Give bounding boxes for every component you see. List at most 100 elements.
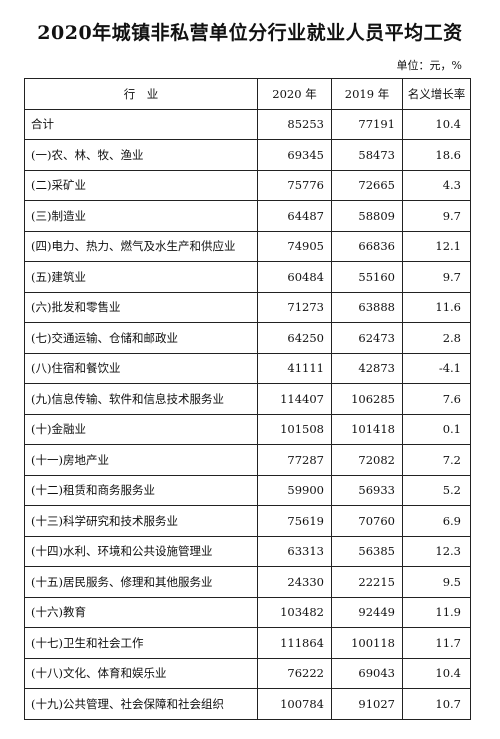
table-row: (七)交通运输、仓储和邮政业 64250 62473 2.8 [24, 322, 471, 354]
industry-cell: (五)建筑业 [24, 261, 258, 293]
value-2019-cell: 58809 [331, 200, 403, 232]
value-2020-cell: 41111 [257, 352, 332, 384]
growth-cell: 12.1 [402, 230, 471, 262]
value-2019-cell: 56385 [331, 535, 403, 567]
value-2019-cell: 58473 [331, 139, 403, 171]
industry-cell: (一)农、林、牧、渔业 [24, 139, 258, 171]
value-2020-cell: 64250 [257, 322, 332, 354]
table-row: (十四)水利、环境和公共设施管理业 63313 56385 12.3 [24, 535, 471, 567]
value-2019-cell: 72082 [331, 444, 403, 476]
table-row: (十六)教育 103482 92449 11.9 [24, 596, 471, 628]
page-title: 2020年城镇非私营单位分行业就业人员平均工资 [37, 22, 463, 44]
header-industry: 行 业 [24, 78, 258, 110]
value-2020-cell: 111864 [257, 627, 332, 659]
industry-cell: (七)交通运输、仓储和邮政业 [24, 322, 258, 354]
industry-cell: (九)信息传输、软件和信息技术服务业 [24, 383, 258, 415]
header-2019: 2019 年 [331, 78, 403, 110]
industry-cell: 合计 [24, 108, 258, 140]
table-row: (一)农、林、牧、渔业 69345 58473 18.6 [24, 139, 471, 171]
industry-cell: (十三)科学研究和技术服务业 [24, 505, 258, 537]
value-2019-cell: 42873 [331, 352, 403, 384]
industry-cell: (十八)文化、体育和娱乐业 [24, 657, 258, 689]
table-row: (八)住宿和餐饮业 41111 42873 -4.1 [24, 352, 471, 384]
industry-cell: (四)电力、热力、燃气及水生产和供应业 [24, 230, 258, 262]
value-2020-cell: 75619 [257, 505, 332, 537]
growth-cell: 2.8 [402, 322, 471, 354]
table-row: (十八)文化、体育和娱乐业 76222 69043 10.4 [24, 657, 471, 689]
value-2020-cell: 60484 [257, 261, 332, 293]
value-2020-cell: 85253 [257, 108, 332, 140]
table-row: (四)电力、热力、燃气及水生产和供应业 74905 66836 12.1 [24, 230, 471, 262]
growth-cell: 7.2 [402, 444, 471, 476]
value-2019-cell: 72665 [331, 169, 403, 201]
value-2019-cell: 66836 [331, 230, 403, 262]
value-2020-cell: 100784 [257, 688, 332, 720]
industry-cell: (十二)租赁和商务服务业 [24, 474, 258, 506]
value-2019-cell: 55160 [331, 261, 403, 293]
value-2019-cell: 69043 [331, 657, 403, 689]
growth-cell: 4.3 [402, 169, 471, 201]
value-2020-cell: 114407 [257, 383, 332, 415]
table-row: (五)建筑业 60484 55160 9.7 [24, 261, 471, 293]
growth-cell: 18.6 [402, 139, 471, 171]
growth-cell: 11.7 [402, 627, 471, 659]
growth-cell: 9.7 [402, 261, 471, 293]
value-2020-cell: 101508 [257, 413, 332, 445]
value-2019-cell: 56933 [331, 474, 403, 506]
growth-cell: 9.5 [402, 566, 471, 598]
industry-cell: (十七)卫生和社会工作 [24, 627, 258, 659]
growth-cell: 5.2 [402, 474, 471, 506]
industry-cell: (十一)房地产业 [24, 444, 258, 476]
table-body: 合计 85253 77191 10.4 (一)农、林、牧、渔业 69345 58473 18.… [24, 108, 471, 720]
industry-cell: (六)批发和零售业 [24, 291, 258, 323]
value-2019-cell: 63888 [331, 291, 403, 323]
value-2019-cell: 92449 [331, 596, 403, 628]
growth-cell: 10.4 [402, 657, 471, 689]
table-row: (十一)房地产业 77287 72082 7.2 [24, 444, 471, 476]
table-row: (二)采矿业 75776 72665 4.3 [24, 169, 471, 201]
growth-cell: 10.4 [402, 108, 471, 140]
unit-note: 单位：元，% [396, 59, 462, 72]
industry-cell: (二)采矿业 [24, 169, 258, 201]
value-2020-cell: 77287 [257, 444, 332, 476]
value-2020-cell: 24330 [257, 566, 332, 598]
value-2020-cell: 63313 [257, 535, 332, 567]
industry-cell: (十四)水利、环境和公共设施管理业 [24, 535, 258, 567]
industry-cell: (十六)教育 [24, 596, 258, 628]
value-2020-cell: 64487 [257, 200, 332, 232]
growth-cell: 9.7 [402, 200, 471, 232]
value-2020-cell: 103482 [257, 596, 332, 628]
value-2019-cell: 91027 [331, 688, 403, 720]
value-2020-cell: 69345 [257, 139, 332, 171]
value-2019-cell: 101418 [331, 413, 403, 445]
table-row: (三)制造业 64487 58809 9.7 [24, 200, 471, 232]
value-2019-cell: 22215 [331, 566, 403, 598]
value-2019-cell: 77191 [331, 108, 403, 140]
growth-cell: 10.7 [402, 688, 471, 720]
industry-cell: (八)住宿和餐饮业 [24, 352, 258, 384]
value-2020-cell: 74905 [257, 230, 332, 262]
growth-cell: 0.1 [402, 413, 471, 445]
table-row: (十七)卫生和社会工作 111864 100118 11.7 [24, 627, 471, 659]
growth-cell: 7.6 [402, 383, 471, 415]
growth-cell: 6.9 [402, 505, 471, 537]
industry-cell: (三)制造业 [24, 200, 258, 232]
industry-cell: (十五)居民服务、修理和其他服务业 [24, 566, 258, 598]
value-2019-cell: 106285 [331, 383, 403, 415]
value-2020-cell: 71273 [257, 291, 332, 323]
table-row: (六)批发和零售业 71273 63888 11.6 [24, 291, 471, 323]
value-2020-cell: 76222 [257, 657, 332, 689]
header-growth: 名义增长率 [402, 78, 471, 110]
value-2019-cell: 70760 [331, 505, 403, 537]
table-row: (十二)租赁和商务服务业 59900 56933 5.2 [24, 474, 471, 506]
value-2020-cell: 59900 [257, 474, 332, 506]
header-2020: 2020 年 [257, 78, 332, 110]
table-header-row: 行 业 2020 年 2019 年 名义增长率 [24, 78, 471, 110]
table-row: (十)金融业 101508 101418 0.1 [24, 413, 471, 445]
table-row: (十三)科学研究和技术服务业 75619 70760 6.9 [24, 505, 471, 537]
table-row: (十九)公共管理、社会保障和社会组织 100784 91027 10.7 [24, 688, 471, 720]
industry-cell: (十九)公共管理、社会保障和社会组织 [24, 688, 258, 720]
industry-cell: (十)金融业 [24, 413, 258, 445]
value-2019-cell: 62473 [331, 322, 403, 354]
table-row: 合计 85253 77191 10.4 [24, 108, 471, 140]
